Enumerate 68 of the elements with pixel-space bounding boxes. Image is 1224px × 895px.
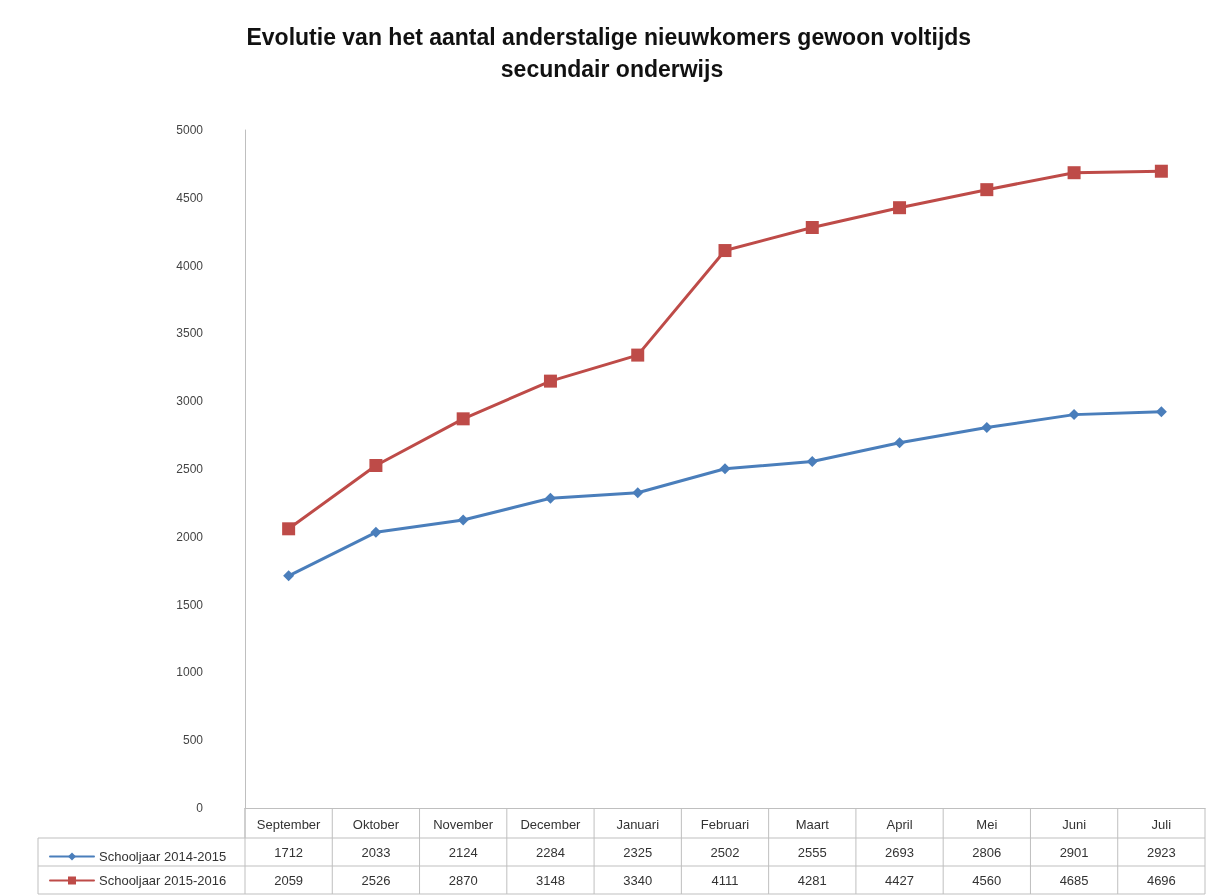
x-tick-label: Januari: [616, 817, 660, 832]
point: [981, 422, 993, 434]
data-label: 2059: [274, 872, 304, 888]
point: [980, 183, 994, 197]
point: [1154, 164, 1168, 178]
data-label: 4281: [797, 872, 827, 888]
legend-label: Schooljaar 2015-2016: [99, 873, 227, 888]
data-label: 2870: [448, 872, 478, 888]
point: [283, 570, 295, 582]
data-label: 2555: [797, 844, 827, 860]
data-label: 2923: [1146, 844, 1176, 860]
point: [370, 526, 382, 538]
y-tick-label: 2500: [176, 462, 204, 476]
point: [719, 463, 731, 475]
data-label: 2526: [361, 872, 391, 888]
x-tick-label: April: [886, 817, 913, 832]
data-label: 2124: [448, 844, 478, 860]
x-tick-label: December: [520, 817, 582, 832]
data-label: 1712: [274, 844, 304, 860]
y-tick-label: 4000: [176, 258, 204, 273]
data-label: 3148: [535, 872, 565, 888]
point: [893, 201, 907, 215]
point: [805, 221, 819, 234]
y-tick-label: 3000: [176, 394, 204, 409]
x-tick-label: November: [433, 817, 494, 832]
data-label: 2033: [361, 844, 391, 860]
data-label: 2901: [1059, 844, 1089, 860]
point: [894, 437, 906, 449]
y-tick-label: 5000: [176, 123, 204, 137]
chart-title: Evolutie van het aantal anderstalige nieuwkomers gewoon voltijds secundair onderwijs: [246, 24, 978, 82]
x-tick-label: Maart: [795, 817, 830, 832]
x-tick-label: Juli: [1151, 817, 1172, 832]
data-label: 3340: [623, 872, 653, 888]
point: [543, 374, 557, 388]
data-label: 4427: [885, 872, 915, 888]
point: [1068, 409, 1080, 421]
legend-label: Schooljaar 2014-2015: [99, 849, 227, 864]
y-tick-label: 1500: [176, 597, 204, 612]
data-label: 2325: [623, 844, 653, 860]
x-tick-label: Mei: [976, 817, 998, 832]
data-label: 2693: [885, 844, 915, 860]
point: [282, 522, 296, 536]
data-label: 2502: [710, 844, 740, 860]
x-tick-label: Juni: [1062, 817, 1087, 832]
data-label: 4696: [1146, 872, 1176, 888]
y-tick-label: 2000: [176, 529, 204, 544]
point: [544, 492, 556, 504]
x-tick-label: September: [256, 817, 322, 832]
x-tick-label: Oktober: [352, 817, 400, 832]
data-label: 4111: [711, 872, 739, 888]
point: [1067, 166, 1081, 180]
point: [456, 412, 470, 426]
data-label: 4560: [972, 872, 1002, 888]
point: [631, 348, 645, 362]
data-label: 4685: [1059, 872, 1089, 888]
data-label: 2806: [972, 844, 1002, 860]
y-tick-label: 3500: [176, 326, 204, 341]
y-tick-label: 500: [182, 733, 204, 748]
point: [457, 514, 469, 526]
x-tick-label: Februari: [700, 817, 750, 832]
point: [369, 458, 383, 472]
point: [632, 487, 644, 499]
data-label: 2284: [535, 844, 565, 860]
point: [806, 456, 818, 468]
point: [718, 244, 732, 258]
y-tick-label: 1000: [176, 665, 204, 680]
y-tick-label: 4500: [176, 190, 204, 205]
y-tick-label: 0: [196, 801, 204, 815]
